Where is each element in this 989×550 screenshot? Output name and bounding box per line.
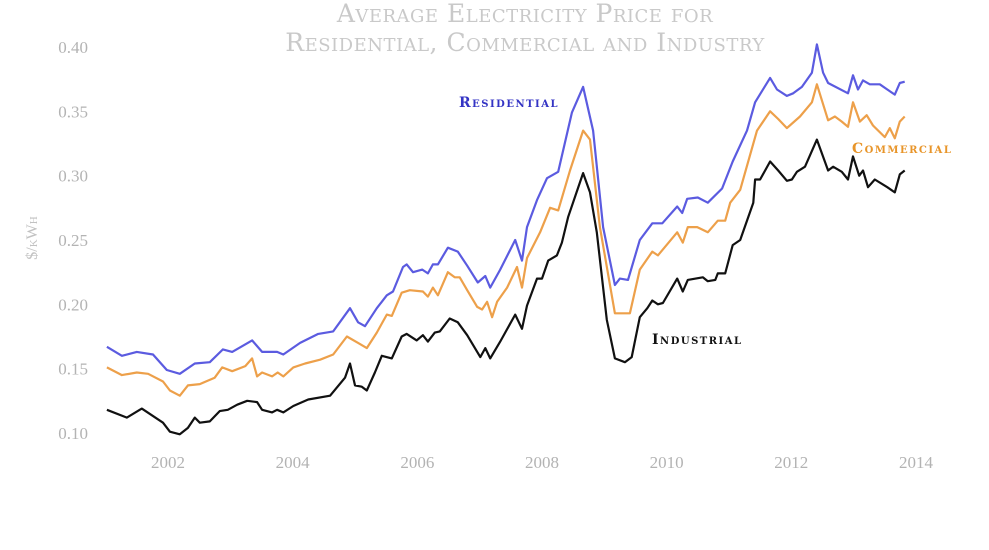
y-tick-label: 0.10 (58, 424, 88, 443)
chart-title-line-1: Average Electricity Price for (336, 0, 713, 28)
chart-title-line-2: Residential, Commercial and Industry (285, 28, 765, 57)
series-lines (106, 43, 906, 436)
y-tick-label: 0.20 (58, 295, 88, 314)
y-axis-ticks: 0.10 0.15 0.20 0.25 0.30 0.35 0.40 (58, 38, 88, 443)
series-label-residential: Residential (459, 95, 559, 111)
x-axis-ticks: 2002 2004 2006 2008 2010 2012 2014 (151, 453, 933, 472)
x-tick-label: 2008 (525, 453, 559, 472)
x-tick-label: 2012 (774, 453, 808, 472)
y-tick-label: 0.30 (58, 167, 88, 186)
series-line-commercial (106, 83, 906, 397)
y-tick-label: 0.35 (58, 102, 88, 121)
x-tick-label: 2002 (151, 453, 185, 472)
series-label-commercial: Commercial (852, 141, 952, 157)
y-axis-label: $/kWh (24, 216, 41, 259)
y-tick-label: 0.40 (58, 38, 88, 57)
x-tick-label: 2010 (650, 453, 684, 472)
series-line-residential (106, 43, 905, 375)
x-tick-label: 2004 (276, 453, 311, 472)
series-line-industrial (106, 138, 906, 436)
y-tick-label: 0.15 (58, 360, 88, 379)
y-tick-label: 0.25 (58, 231, 88, 250)
series-label-industrial: Industrial (652, 332, 743, 348)
x-tick-label: 2006 (400, 453, 434, 472)
x-tick-label: 2014 (899, 453, 934, 472)
